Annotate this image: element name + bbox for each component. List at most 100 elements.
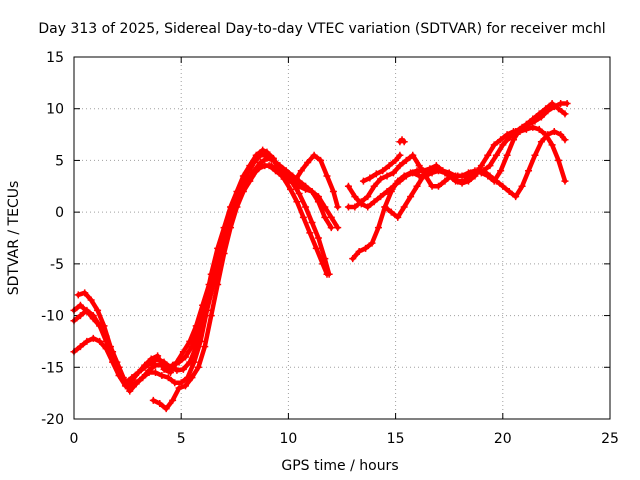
data-point <box>297 167 305 175</box>
data-point <box>434 182 442 190</box>
data-point <box>499 141 507 149</box>
data-point <box>89 334 97 342</box>
data-point <box>396 162 404 170</box>
data-point <box>441 177 449 185</box>
data-point <box>407 169 415 177</box>
data-point <box>477 162 485 170</box>
data-point <box>179 365 187 373</box>
data-point <box>400 172 408 180</box>
data-point <box>464 169 472 177</box>
series-track-4 <box>76 163 330 391</box>
data-point <box>471 167 479 175</box>
data-point <box>259 146 267 154</box>
data-point <box>372 170 380 178</box>
data-point <box>529 123 537 131</box>
data-point <box>166 363 174 371</box>
data-point <box>173 358 181 366</box>
data-point <box>484 172 492 180</box>
data-point <box>147 359 155 367</box>
data-point <box>134 368 142 376</box>
y-tick-label: 15 <box>46 50 64 66</box>
data-point <box>503 151 511 159</box>
x-tick-label: 0 <box>70 431 79 447</box>
x-tick-label: 20 <box>494 431 512 447</box>
data-point <box>314 198 322 206</box>
data-point <box>477 169 485 177</box>
data-point <box>529 115 537 123</box>
data-point <box>452 172 460 180</box>
data-point <box>181 382 189 390</box>
data-point <box>257 151 265 159</box>
data-point <box>169 396 177 404</box>
data-point <box>497 136 505 144</box>
data-point <box>323 172 331 180</box>
data-point <box>196 337 204 345</box>
data-point <box>83 337 91 345</box>
data-point <box>192 322 200 330</box>
data-point <box>119 374 127 382</box>
x-tick-label: 25 <box>601 431 619 447</box>
data-point <box>250 158 258 166</box>
data-point <box>550 127 558 135</box>
data-point <box>396 151 404 159</box>
y-tick-label: -15 <box>41 360 64 376</box>
data-point <box>413 167 421 175</box>
data-point <box>87 296 95 304</box>
data-point <box>344 203 352 211</box>
data-point <box>387 187 395 195</box>
data-point <box>94 306 102 314</box>
chart-title: Day 313 of 2025, Sidereal Day-to-day VTE… <box>38 21 605 37</box>
data-point <box>106 343 114 351</box>
data-point <box>188 374 196 382</box>
y-tick-label: -5 <box>50 257 64 273</box>
data-point <box>293 198 301 206</box>
data-point <box>516 125 524 133</box>
data-point <box>370 182 378 190</box>
data-point <box>203 306 211 314</box>
data-point <box>542 105 550 113</box>
data-point <box>362 244 370 252</box>
data-point <box>179 348 187 356</box>
data-point <box>510 136 518 144</box>
data-point <box>329 187 337 195</box>
data-point <box>252 167 260 175</box>
data-point <box>555 105 563 113</box>
data-point <box>561 177 569 185</box>
data-point <box>518 182 526 190</box>
data-point <box>282 167 290 175</box>
data-point <box>364 193 372 201</box>
data-point <box>160 365 168 373</box>
data-point <box>284 177 292 185</box>
data-point <box>164 374 172 382</box>
data-point <box>544 131 552 139</box>
data-point <box>158 372 166 380</box>
data-point <box>439 167 447 175</box>
data-point <box>145 368 153 376</box>
data-point <box>295 190 303 198</box>
data-point <box>319 260 327 268</box>
y-tick-label: 10 <box>46 102 64 118</box>
data-point <box>334 224 342 232</box>
data-point <box>154 355 162 363</box>
data-point <box>359 177 367 185</box>
data-point <box>464 177 472 185</box>
data-point <box>492 151 500 159</box>
data-point <box>364 203 372 211</box>
data-point <box>308 218 316 226</box>
data-point <box>484 151 492 159</box>
data-point <box>220 250 228 258</box>
data-point <box>244 169 252 177</box>
data-point <box>289 172 297 180</box>
data-point <box>265 162 273 170</box>
series-track-6 <box>292 153 340 210</box>
data-point <box>186 337 194 345</box>
data-point <box>314 234 322 242</box>
data-point <box>190 358 198 366</box>
data-point <box>389 169 397 177</box>
data-point <box>151 368 159 376</box>
data-point <box>227 224 235 232</box>
plot-frame <box>73 56 611 420</box>
data-point <box>407 193 415 201</box>
data-point <box>525 167 533 175</box>
